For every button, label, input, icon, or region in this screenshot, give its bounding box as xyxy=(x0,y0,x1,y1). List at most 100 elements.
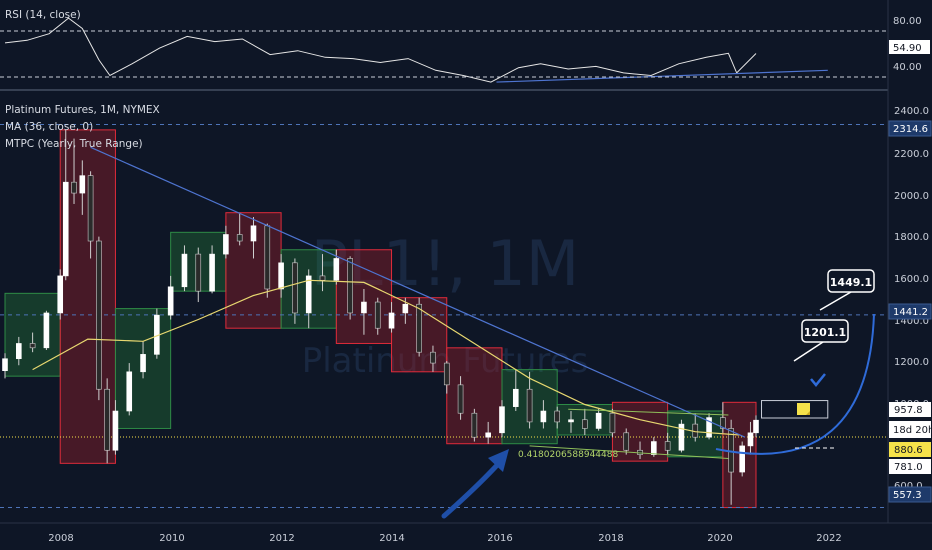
candle-body xyxy=(319,275,326,281)
countdown-tag: 18d 20h xyxy=(889,421,932,438)
target-box xyxy=(761,400,829,419)
countdown-text: 18d 20h xyxy=(893,425,932,436)
candle-body xyxy=(728,428,734,473)
candle-body xyxy=(278,262,284,290)
callout-1449: 1449.1 xyxy=(819,269,875,311)
rsi-trendline xyxy=(496,69,828,83)
candle-body xyxy=(305,275,312,314)
projection-arc xyxy=(715,313,875,455)
callout-1449-text: 1449.1 xyxy=(830,276,872,289)
price-tag-781: 781.0 xyxy=(889,459,931,474)
candles xyxy=(2,129,759,505)
candle-body xyxy=(739,445,745,473)
callout-1201: 1201.1 xyxy=(793,319,849,362)
candle-body xyxy=(595,412,602,429)
candle-body xyxy=(87,175,94,242)
legend-symbol: Platinum Futures, 1M, NYMEX xyxy=(5,104,160,116)
price-tag-text: 957.8 xyxy=(894,405,923,416)
candle-body xyxy=(29,343,36,349)
rsi-title: RSI (14, close) xyxy=(5,9,81,21)
candle-body xyxy=(402,303,409,314)
rsi-last-value: 54.90 xyxy=(893,43,922,54)
rsi-tick-80: 80.00 xyxy=(893,16,922,27)
candle-body xyxy=(167,286,174,316)
year-tick: 2014 xyxy=(379,533,404,544)
callout-1201-text: 1201.1 xyxy=(804,326,846,339)
note-icon xyxy=(797,403,810,415)
horizontal-levels xyxy=(0,124,888,509)
rsi-last-value-tag: 54.90 xyxy=(889,40,930,54)
candle-body xyxy=(678,423,685,451)
candle-body xyxy=(747,432,754,447)
candle-body xyxy=(526,388,533,423)
candle-body xyxy=(471,412,478,438)
rsi-line xyxy=(4,17,757,83)
candle-body xyxy=(568,419,574,423)
year-tick: 2008 xyxy=(48,533,73,544)
arrow-icon xyxy=(441,449,509,519)
time-axis: 2008 2010 2012 2014 2016 2018 2020 2022 xyxy=(48,533,841,544)
price-tag-text: 2314.6 xyxy=(893,124,928,135)
candle-body xyxy=(430,351,436,364)
price-tag-1441: 1441.2 xyxy=(888,303,932,320)
candle-body xyxy=(250,225,257,242)
price-tag-text: 781.0 xyxy=(894,462,923,473)
candle-body xyxy=(79,175,86,194)
price-tag-text: 557.3 xyxy=(893,490,922,501)
candle-body xyxy=(443,362,450,386)
candle-body xyxy=(720,417,726,429)
price-tag-557: 557.3 xyxy=(888,486,932,503)
year-tick: 2012 xyxy=(269,533,294,544)
candle-body xyxy=(485,432,491,438)
price-tick: 1200.0 xyxy=(894,357,929,368)
legend-mtpc: MTPC (Yearly, True Range) xyxy=(5,138,143,150)
price-tick: 1600.0 xyxy=(894,274,929,285)
candle-body xyxy=(62,181,69,277)
rsi-tick-40: 40.00 xyxy=(893,62,922,73)
candle-body xyxy=(57,275,64,314)
watermark-symbol: PL1!, 1M xyxy=(311,227,580,300)
candle-body xyxy=(554,410,561,423)
candle-body xyxy=(706,417,712,438)
candle-body xyxy=(181,253,188,288)
price-tick: 1800.0 xyxy=(894,232,929,243)
candle-body xyxy=(609,412,616,434)
candle-body xyxy=(512,388,519,407)
candle-body xyxy=(664,441,671,451)
candle-body xyxy=(140,354,146,373)
candle-body xyxy=(692,423,699,438)
candle-body xyxy=(236,234,243,242)
wedge-line xyxy=(568,408,729,416)
down-trendline xyxy=(90,146,746,438)
price-tag-2314: 2314.6 xyxy=(888,120,932,137)
candle-body xyxy=(623,432,630,451)
wedge-line xyxy=(529,445,729,460)
year-tick: 2018 xyxy=(598,533,623,544)
candle-body xyxy=(43,312,50,349)
candle-body xyxy=(16,343,22,360)
candle-body xyxy=(264,225,271,290)
candle-body xyxy=(388,312,395,329)
ma-36-line xyxy=(32,279,740,436)
candle-body xyxy=(753,419,759,434)
candle-body xyxy=(651,441,657,455)
yearly-range-box-up xyxy=(114,308,172,429)
candle-body xyxy=(71,181,77,194)
candle-body xyxy=(292,262,298,314)
candle-body xyxy=(416,303,422,353)
moving-average xyxy=(32,279,740,436)
price-tick: 1400.0 xyxy=(894,316,929,327)
candle-body xyxy=(209,253,215,292)
candle-body xyxy=(195,253,202,292)
candle-body xyxy=(104,388,110,451)
trendlines xyxy=(90,146,746,460)
year-tick: 2010 xyxy=(159,533,184,544)
price-tick: 2200.0 xyxy=(894,149,929,160)
year-tick: 2016 xyxy=(487,533,512,544)
price-tick: 2400.0 xyxy=(894,106,929,117)
legend-ma: MA (36, close, 0) xyxy=(5,121,93,133)
candle-body xyxy=(333,258,340,281)
checkmark-icon xyxy=(810,373,826,387)
